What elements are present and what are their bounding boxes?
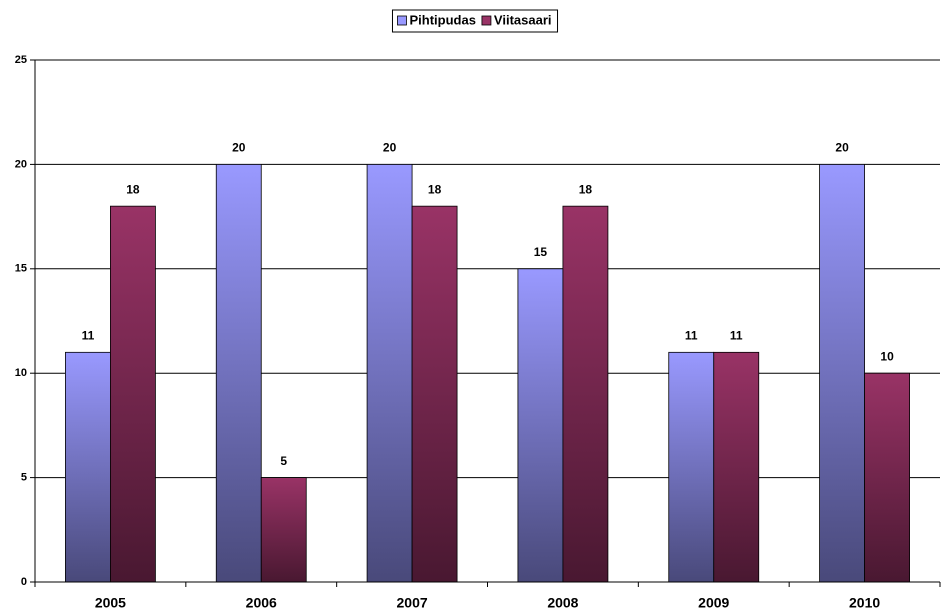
bar (260, 477, 307, 583)
data-label: 18 (126, 182, 140, 196)
data-label: 11 (82, 328, 95, 342)
y-tick-label: 25 (15, 54, 27, 66)
x-tick-label: 2007 (397, 595, 428, 611)
data-label: 18 (428, 182, 442, 196)
data-label: 11 (685, 328, 698, 342)
x-tick-label: 2009 (698, 595, 729, 611)
y-tick-label: 20 (15, 158, 27, 170)
bar (215, 163, 262, 583)
data-label: 5 (280, 454, 287, 468)
data-label: 20 (232, 141, 246, 155)
legend-swatch (397, 15, 407, 26)
legend-swatch (481, 15, 492, 26)
bar (713, 351, 760, 583)
bar (562, 205, 609, 583)
data-label: 20 (383, 141, 397, 155)
y-tick-label: 0 (21, 576, 27, 588)
legend-label: Viitasaari (494, 12, 552, 27)
data-label: 20 (835, 141, 849, 155)
data-label: 11 (730, 328, 743, 342)
x-tick-label: 2010 (849, 595, 880, 611)
x-tick-label: 2008 (547, 595, 578, 611)
legend: Pihtipudas Viitasaari (391, 9, 559, 33)
bar (819, 163, 865, 583)
bar (411, 205, 458, 583)
bar (668, 351, 715, 583)
bar (110, 205, 156, 583)
bar (517, 268, 564, 583)
y-tick-label: 10 (15, 367, 27, 379)
x-tick-label: 2005 (95, 595, 126, 611)
legend-label: Pihtipudas (409, 12, 475, 27)
y-tick-label: 15 (15, 263, 27, 275)
data-label: 18 (579, 182, 593, 196)
bar (864, 372, 910, 583)
data-label: 15 (534, 245, 548, 259)
data-label: 10 (880, 349, 894, 363)
legend-box (391, 9, 559, 33)
x-tick-label: 2006 (246, 595, 277, 611)
bar (366, 163, 413, 583)
bar (65, 351, 111, 583)
y-tick-label: 5 (21, 472, 27, 484)
